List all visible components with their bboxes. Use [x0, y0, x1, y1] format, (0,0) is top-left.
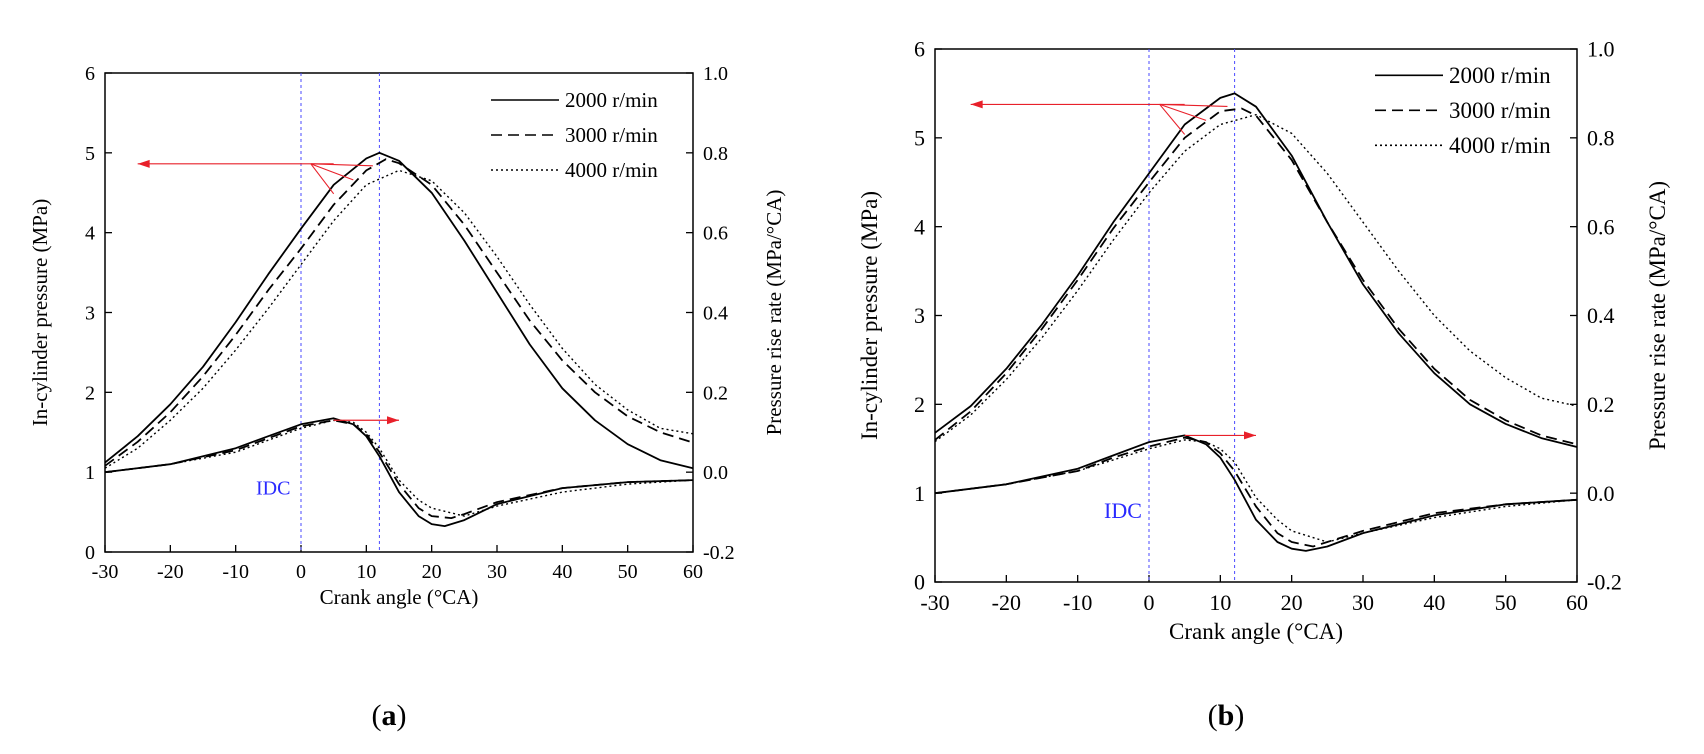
x-axis-label: Crank angle (°CA)	[320, 585, 479, 609]
y-right-tick-label: 1.0	[1587, 37, 1615, 62]
rate-axis-arrowhead	[1244, 431, 1256, 440]
y-right-tick-label: 0.0	[703, 462, 728, 484]
series-line-rate-4000	[934, 439, 1578, 543]
pressure-pointer-line	[1159, 104, 1186, 135]
caption-open-paren: (	[1208, 699, 1218, 732]
rate-axis-arrowhead	[387, 416, 399, 425]
caption-close-paren: )	[1234, 699, 1244, 732]
x-tick-label: -10	[1063, 590, 1092, 615]
x-tick-label: 40	[1423, 590, 1445, 615]
panel-b: -30 -20 -10 0 10 20 30 40 50 60 0 1 2 3 4 5 6 -0.2 0.0 0.2 0…	[857, 37, 1670, 732]
legend-entry-1: 2000 r/min	[1449, 63, 1551, 88]
x-tick-label: -20	[992, 590, 1021, 615]
pressure-pointer-line	[1159, 103, 1228, 107]
y-left-tick-label: 2	[85, 382, 95, 404]
series-line-pressure-3000	[104, 158, 694, 467]
y-right-tick-label: -0.2	[703, 542, 735, 564]
pressure-pointer-line	[310, 163, 354, 181]
y-right-tick-label: 0.0	[1587, 481, 1615, 506]
y-left-tick-label: 5	[85, 143, 95, 165]
legend-entry-2: 3000 r/min	[565, 123, 658, 147]
idc-annotation: IDC	[256, 478, 290, 500]
pressure-axis-arrowhead	[970, 100, 983, 109]
y-right-tick-label: 0.8	[703, 143, 728, 165]
x-tick-label: -10	[222, 561, 249, 583]
series-line-pressure-2000	[934, 92, 1578, 448]
idc-annotation: IDC	[1104, 498, 1142, 523]
caption-open-paren: (	[372, 699, 382, 732]
x-tick-label: -30	[920, 590, 949, 615]
y-right-tick-label: 0.4	[1587, 303, 1615, 328]
pressure-pointer-line	[310, 163, 335, 195]
caption-close-paren: )	[397, 699, 407, 732]
series-line-pressure-4000	[934, 113, 1578, 443]
x-tick-label: 20	[1281, 590, 1303, 615]
y-right-tick-label: -0.2	[1587, 570, 1622, 595]
series-line-pressure-4000	[104, 169, 694, 469]
caption-letter: a	[382, 699, 397, 732]
y-left-tick-label: 4	[85, 223, 95, 245]
x-tick-label: 50	[1495, 590, 1517, 615]
panel-caption: (b)	[1208, 699, 1245, 732]
legend-entry-2: 3000 r/min	[1449, 98, 1551, 123]
series-line-rate-2000	[934, 434, 1578, 552]
x-tick-label: 0	[296, 561, 306, 583]
y-right-tick-label: 0.6	[1587, 214, 1615, 239]
y-left-tick-label: 4	[914, 214, 925, 239]
x-tick-label: 10	[356, 561, 376, 583]
legend-entry-3: 4000 r/min	[1449, 133, 1551, 158]
y-left-tick-label: 6	[914, 37, 925, 62]
x-tick-label: 30	[487, 561, 507, 583]
x-tick-label: -20	[157, 561, 184, 583]
panel-a: -30 -20 -10 0 10 20 30 40 50 60 0 1 2 3 4 5 6 -0.2 0.0 0.2 0…	[28, 63, 786, 732]
caption-letter: b	[1218, 699, 1235, 732]
y-left-tick-label: 0	[914, 570, 925, 595]
y-right-tick-label: 0.2	[703, 382, 728, 404]
y-left-axis-label: In-cylinder pressure (MPa)	[28, 199, 52, 426]
panel-caption: (a)	[372, 699, 407, 732]
x-tick-label: 60	[1566, 590, 1588, 615]
y-left-tick-label: 3	[914, 303, 925, 328]
x-tick-label: 20	[422, 561, 442, 583]
x-axis-label: Crank angle (°CA)	[1169, 619, 1343, 644]
series-line-rate-2000	[104, 417, 694, 527]
series-line-pressure-3000	[934, 107, 1578, 446]
series-line-pressure-2000	[104, 151, 694, 470]
series-line-rate-3000	[934, 436, 1578, 548]
y-right-axis-label: Pressure rise rate (MPa/°CA)	[1645, 181, 1670, 450]
x-tick-label: 30	[1352, 590, 1374, 615]
x-tick-label: 10	[1209, 590, 1231, 615]
x-tick-label: 0	[1144, 590, 1155, 615]
legend-entry-3: 4000 r/min	[565, 158, 658, 182]
y-left-tick-label: 6	[85, 63, 95, 85]
y-right-tick-label: 0.6	[703, 223, 728, 245]
y-right-tick-label: 0.8	[1587, 126, 1615, 151]
y-right-tick-label: 0.2	[1587, 392, 1615, 417]
x-tick-label: -30	[92, 561, 119, 583]
x-tick-label: 50	[618, 561, 638, 583]
x-tick-label: 60	[683, 561, 703, 583]
x-tick-label: 40	[552, 561, 572, 583]
series-line-rate-3000	[104, 419, 694, 519]
y-right-axis-label: Pressure rise rate (MPa/°CA)	[762, 190, 786, 436]
y-left-tick-label: 5	[914, 126, 925, 151]
y-left-tick-label: 1	[914, 481, 925, 506]
legend-entry-1: 2000 r/min	[565, 88, 658, 112]
pressure-pointer-line	[1159, 103, 1207, 121]
y-left-axis-label: In-cylinder pressure (MPa)	[857, 191, 882, 440]
y-left-tick-label: 3	[85, 303, 95, 325]
y-left-tick-label: 1	[85, 462, 95, 484]
pressure-axis-arrowhead	[137, 159, 150, 168]
y-left-tick-label: 0	[85, 542, 95, 564]
y-left-tick-label: 2	[914, 392, 925, 417]
pressure-pointer-line	[310, 163, 373, 167]
y-right-tick-label: 1.0	[703, 63, 728, 85]
series-line-rate-4000	[104, 419, 694, 517]
y-right-tick-label: 0.4	[703, 303, 728, 325]
